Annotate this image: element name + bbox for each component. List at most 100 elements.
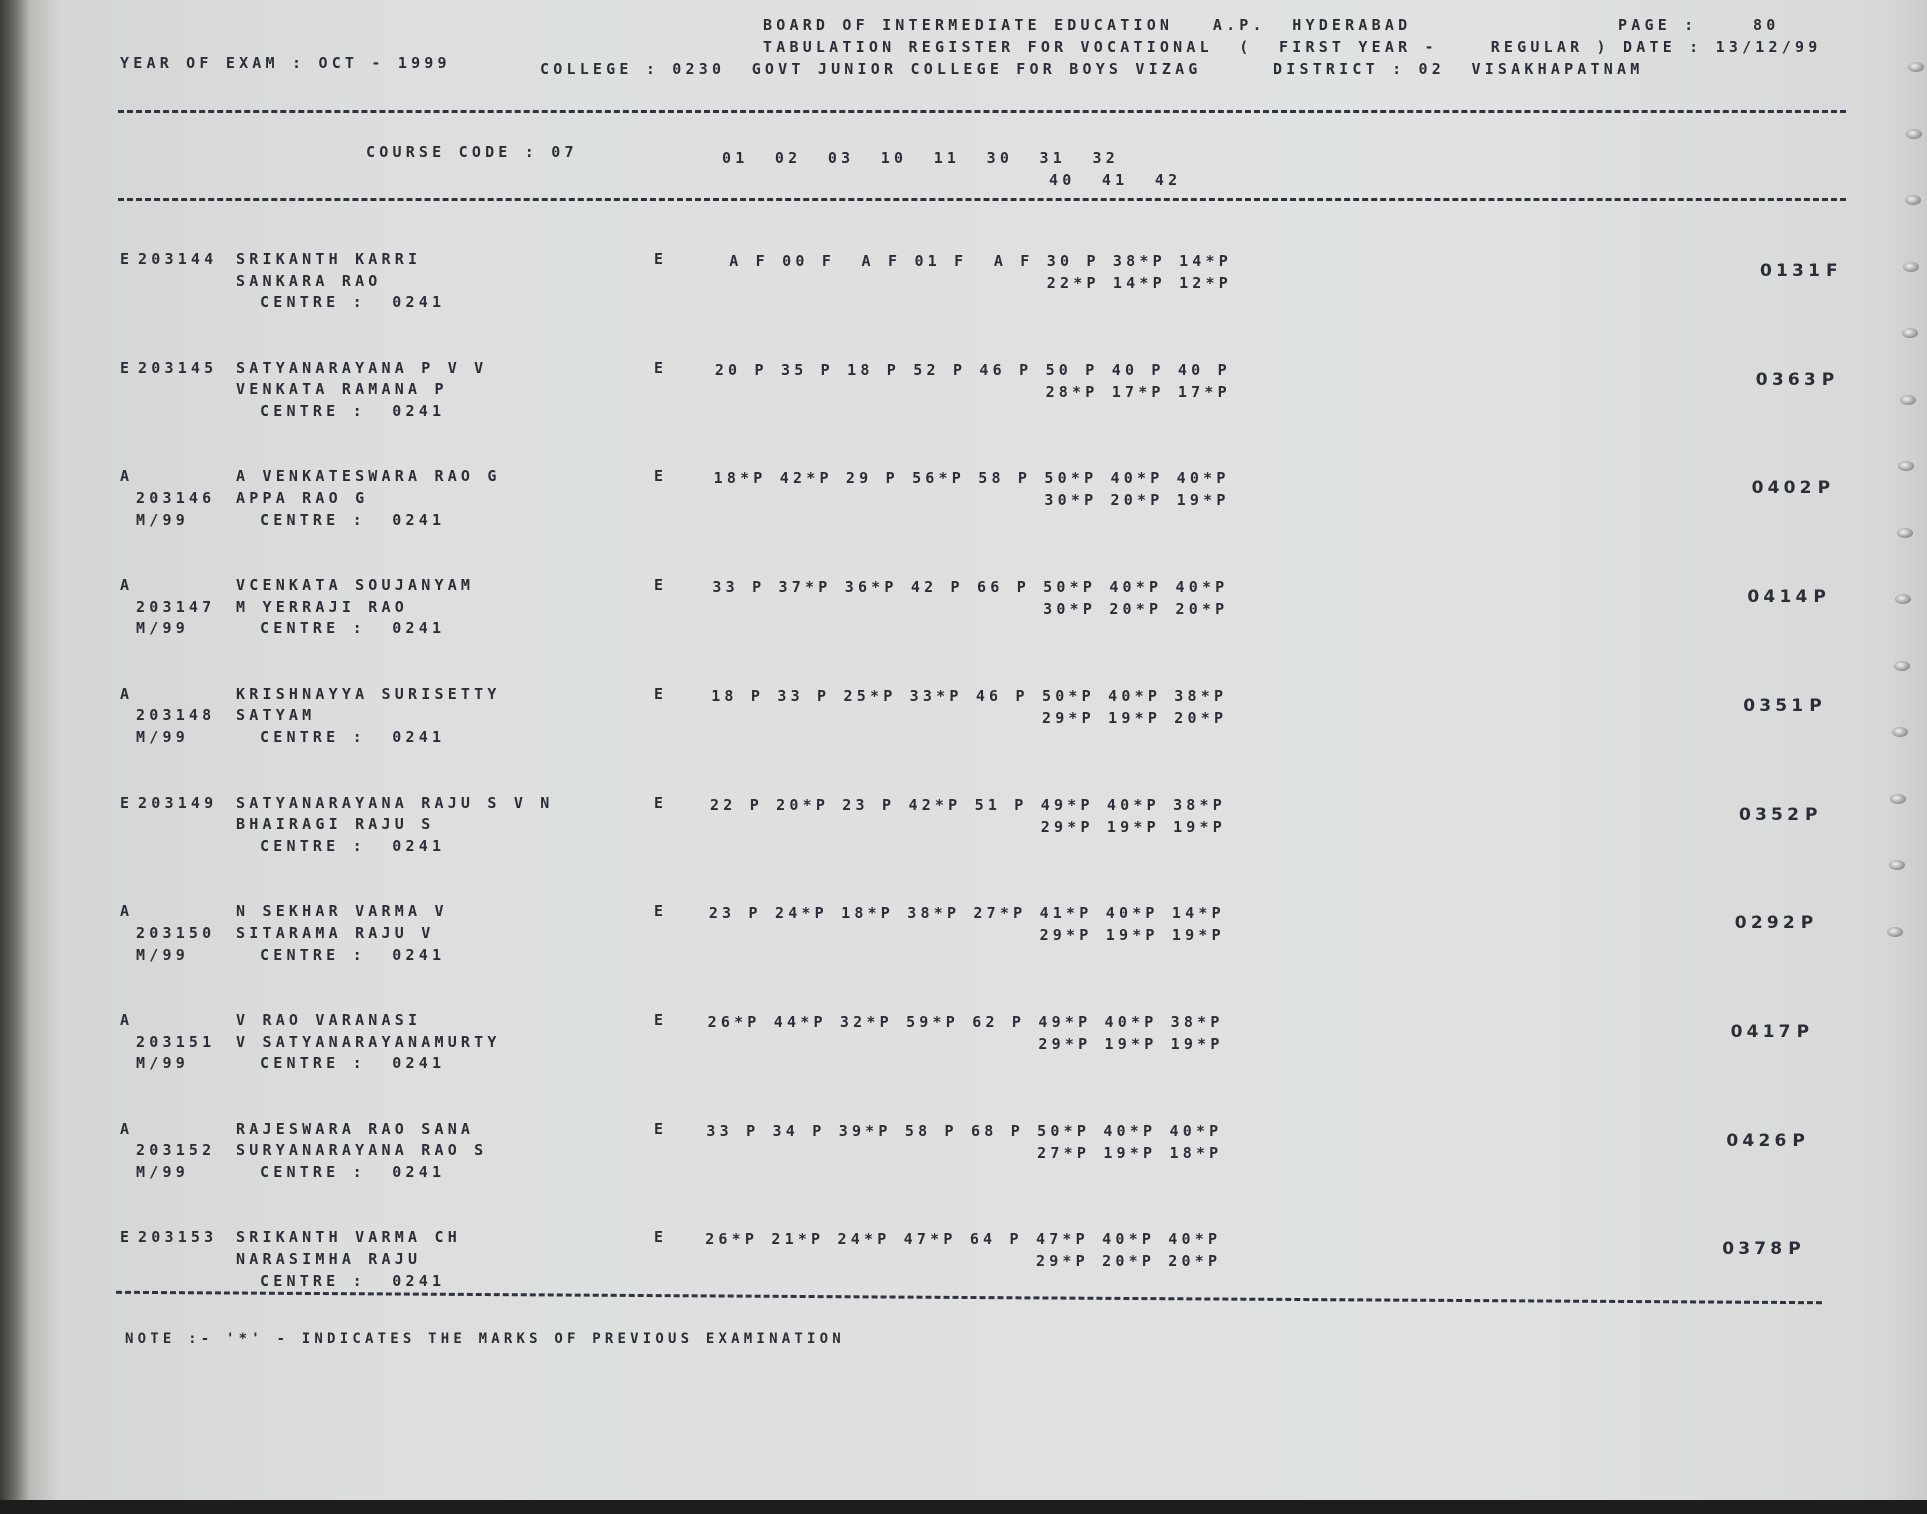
marks-line2: 29*P 19*P 20*P bbox=[1041, 708, 1228, 727]
parent-name: V SATYANARAYANAMURTY bbox=[236, 1032, 501, 1051]
status-code: A bbox=[120, 467, 134, 486]
student-name: RAJESWARA RAO SANA bbox=[236, 1119, 475, 1138]
roll-number: 203151 bbox=[136, 1032, 216, 1051]
status-code: A bbox=[120, 1010, 134, 1029]
marks-line1: 22 P 20*P 23 P 42*P 51 P 49*P 40*P 38*P bbox=[710, 795, 1226, 814]
binding-hole-icon bbox=[1892, 727, 1908, 737]
page-number: 80 bbox=[1753, 16, 1780, 34]
result: P bbox=[1821, 369, 1839, 390]
student-record: E 203149 SATYANARAYANA RAJU S V N BHAIRAGI … bbox=[0, 794, 1927, 894]
total-marks: 0417 bbox=[1730, 1021, 1795, 1042]
result: P bbox=[1817, 478, 1835, 499]
status-code: A bbox=[120, 684, 134, 703]
status-code: E bbox=[120, 250, 134, 268]
footer-note: NOTE :- '*' - INDICATES THE MARKS OF PRE… bbox=[125, 1331, 845, 1347]
marks-line1: 33 P 34 P 39*P 58 P 68 P 50*P 40*P 40*P bbox=[706, 1121, 1223, 1140]
college: COLLEGE : 0230 GOVT JUNIOR COLLEGE FOR B… bbox=[540, 60, 1202, 78]
binding-hole-icon bbox=[1903, 261, 1920, 272]
register-title: TABULATION REGISTER FOR VOCATIONAL ( FIR… bbox=[763, 38, 1822, 56]
binding-hole-icon bbox=[1888, 860, 1905, 870]
parent-name: APPA RAO G bbox=[236, 489, 369, 508]
centre-code: CENTRE : 0241 bbox=[260, 1162, 446, 1181]
total-marks: 0363 bbox=[1755, 369, 1820, 390]
student-record: A 203150 M/99 N SEKHAR VARMA V SITARAMA RAJU… bbox=[0, 902, 1927, 1002]
parent-name: SURYANARAYANA RAO S bbox=[236, 1141, 488, 1160]
student-name: SATYANARAYANA RAJU S V N bbox=[236, 793, 554, 812]
binding-hole-icon bbox=[1893, 660, 1910, 671]
marks-line2: 27*P 19*P 18*P bbox=[1037, 1143, 1223, 1162]
marks-line1: 18*P 42*P 29 P 56*P 58 P 50*P 40*P 40*P bbox=[713, 469, 1230, 488]
subject-codes-line1: 01 02 03 10 11 30 31 32 bbox=[722, 149, 1119, 167]
result: P bbox=[1805, 804, 1822, 825]
student-name: A VENKATESWARA RAO G bbox=[236, 467, 501, 486]
total-marks: 0352 bbox=[1739, 804, 1804, 825]
total-marks: 0351 bbox=[1743, 695, 1808, 716]
course-code: COURSE CODE : 07 bbox=[366, 143, 578, 161]
session: M/99 bbox=[136, 1054, 189, 1073]
parent-name: M YERRAJI RAO bbox=[236, 597, 408, 616]
centre-code: CENTRE : 0241 bbox=[260, 293, 446, 312]
centre-code: CENTRE : 0241 bbox=[260, 728, 446, 747]
parent-name: BHAIRAGI RAJU S bbox=[236, 815, 435, 834]
marks-line1: 18 P 33 P 25*P 33*P 46 P 50*P 40*P 38*P bbox=[711, 686, 1228, 705]
marks-line1: 26*P 44*P 32*P 59*P 62 P 49*P 40*P 38*P bbox=[707, 1012, 1224, 1031]
marks-line2: 28*P 17*P 17*P bbox=[1045, 382, 1231, 401]
medium: E bbox=[654, 902, 668, 921]
roll-number: 203148 bbox=[136, 706, 216, 725]
student-name: KRISHNAYYA SURISETTY bbox=[236, 684, 501, 703]
total-marks: 0131 bbox=[1760, 261, 1825, 281]
student-name: SATYANARAYANA P V V bbox=[236, 358, 488, 377]
parent-name: SANKARA RAO bbox=[236, 271, 382, 290]
binding-hole-icon bbox=[1890, 793, 1907, 804]
student-name: SRIKANTH KARRI bbox=[236, 250, 422, 268]
page-label: PAGE : bbox=[1618, 16, 1698, 34]
roll-number: 203147 bbox=[136, 597, 216, 616]
binding-hole-icon bbox=[1898, 461, 1915, 471]
total-marks: 0402 bbox=[1751, 478, 1816, 499]
student-name: VCENKATA SOUJANYAM bbox=[236, 576, 475, 595]
medium: E bbox=[654, 1228, 668, 1247]
binding-hole-icon bbox=[1895, 594, 1912, 604]
medium: E bbox=[654, 358, 668, 377]
medium: E bbox=[654, 793, 668, 812]
medium: E bbox=[654, 1119, 668, 1138]
result: F bbox=[1826, 261, 1842, 281]
status-code: A bbox=[120, 1119, 134, 1138]
student-name: N SEKHAR VARMA V bbox=[236, 902, 448, 921]
binding-hole-icon bbox=[1887, 926, 1904, 937]
district: DISTRICT : 02 VISAKHAPATNAM bbox=[1273, 60, 1644, 78]
marks-line1: 33 P 37*P 36*P 42 P 66 P 50*P 40*P 40*P bbox=[712, 578, 1229, 597]
status-code: A bbox=[120, 576, 134, 595]
student-name: V RAO VARANASI bbox=[236, 1010, 422, 1029]
table-edge bbox=[0, 1500, 1927, 1514]
binding-hole-icon bbox=[1901, 328, 1918, 338]
parent-name: SATYAM bbox=[236, 706, 316, 725]
total-marks: 0378 bbox=[1722, 1239, 1787, 1260]
student-record: A 203152 M/99 RAJESWARA RAO SANA SURYANARAYA… bbox=[0, 1120, 1927, 1220]
marks-line2: 29*P 19*P 19*P bbox=[1040, 817, 1226, 836]
parent-name: SITARAMA RAJU V bbox=[236, 923, 435, 942]
total-marks: 0292 bbox=[1734, 913, 1799, 934]
marks-line1: 26*P 21*P 24*P 47*P 64 P 47*P 40*P 40*P bbox=[705, 1230, 1222, 1249]
result: P bbox=[1796, 1021, 1814, 1042]
centre-code: CENTRE : 0241 bbox=[260, 945, 446, 964]
divider-header bbox=[118, 198, 1846, 201]
binding-hole-icon bbox=[1906, 128, 1923, 139]
roll-number: 203145 bbox=[138, 358, 218, 377]
marks-line2: 22*P 14*P 12*P bbox=[1046, 274, 1232, 292]
status-code: E bbox=[120, 793, 134, 812]
marks-line1: 20 P 35 P 18 P 52 P 46 P 50 P 40 P 40 P bbox=[714, 360, 1231, 379]
marks-line2: 29*P 19*P 19*P bbox=[1038, 1034, 1224, 1053]
student-record: A 203148 M/99 KRISHNAYYA SURISETTY SATYAM CEN… bbox=[0, 685, 1927, 785]
session: M/99 bbox=[136, 619, 189, 638]
centre-code: CENTRE : 0241 bbox=[260, 402, 446, 421]
student-name: SRIKANTH VARMA CH bbox=[236, 1228, 461, 1247]
student-record: E 203144 SRIKANTH KARRI SANKARA RAO CENTRE :… bbox=[0, 250, 1927, 350]
result: P bbox=[1788, 1239, 1805, 1260]
centre-code: CENTRE : 0241 bbox=[260, 510, 446, 529]
status-code: E bbox=[120, 358, 134, 377]
binding-hole-icon bbox=[1900, 394, 1916, 405]
total-marks: 0426 bbox=[1726, 1130, 1791, 1151]
parent-name: VENKATA RAMANA P bbox=[236, 380, 448, 399]
centre-code: CENTRE : 0241 bbox=[260, 619, 446, 638]
